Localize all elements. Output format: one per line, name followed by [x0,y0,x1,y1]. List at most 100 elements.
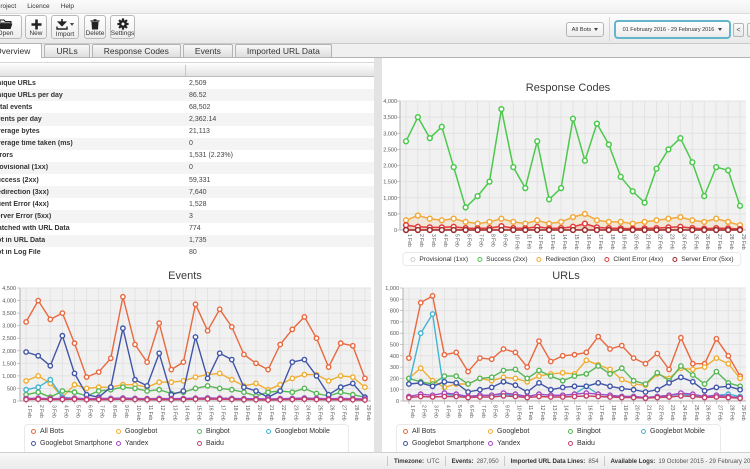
table-row-value: 21,113 [189,128,210,136]
status-divider [603,456,605,466]
table-row[interactable]: Success (2xx) 59,331 [0,174,374,186]
table-row-value: 68,502 [189,103,211,111]
table-row[interactable]: Unique URLs per day 86.52 [0,89,374,102]
legend-item: Googlebot [488,428,529,435]
table-row-value: 80 [189,249,197,257]
legend-item: Googlebot Mobile [266,428,330,435]
legend-label: Googlebot Mobile [650,428,705,435]
legend-label: Googlebot Smartphone [412,440,485,447]
table-row[interactable]: Matched with URL Data 774 [0,223,374,235]
legend-ring-icon [536,256,542,262]
tab-overview[interactable]: Overview [0,43,43,58]
date-next-button[interactable]: > [747,23,750,37]
table-row[interactable]: Average time taken (ms) 0 [0,137,374,150]
delete-button[interactable]: Delete [84,15,106,39]
svg-text:2,500: 2,500 [2,336,16,342]
table-row-value: 1,528 [189,200,207,208]
svg-text:24 Feb: 24 Feb [304,405,310,421]
tab-response-codes[interactable]: Response Codes [91,44,181,57]
new-button[interactable]: New [25,15,47,39]
status-item-value: 287,950 [476,457,499,465]
legend-ring-icon [641,429,646,434]
table-row[interactable]: Redirection (3xx) 7,640 [0,186,374,199]
svg-text:18 Feb: 18 Feb [610,405,616,421]
svg-text:19 Feb: 19 Feb [621,234,627,250]
svg-text:2,000: 2,000 [2,349,16,355]
svg-text:400: 400 [390,354,399,360]
legend-ring-icon [604,256,610,262]
tab-imported-url-data[interactable]: Imported URL Data [234,44,332,57]
legend-label: All Bots [40,428,64,435]
svg-text:10 Feb: 10 Feb [135,405,141,421]
table-row[interactable]: Events per day 2,362.14 [0,113,374,126]
svg-text:24 Feb: 24 Feb [680,234,686,250]
svg-text:15 Feb: 15 Feb [573,234,579,250]
table-row[interactable]: Average bytes 21,113 [0,126,374,138]
status-item-value: UTC [427,457,440,465]
menu-licence[interactable]: Licence [27,2,50,10]
table-row[interactable]: Client Error (4xx) 1,528 [0,198,374,210]
status-items: Timezone: UTC Events: 287,950 Imported URL D… [382,453,750,469]
table-row[interactable]: Errors 1,531 (2.23%) [0,150,374,162]
svg-text:21 Feb: 21 Feb [268,405,274,421]
svg-text:500: 500 [7,386,16,392]
bot-filter-dropdown[interactable]: All Bots [566,22,604,37]
menu-help[interactable]: Help [60,2,75,10]
date-range-dropdown[interactable]: 01 February 2016 - 29 February 2016 [614,20,731,39]
svg-text:25 Feb: 25 Feb [317,405,323,421]
tab-urls[interactable]: URLs [44,44,90,57]
svg-text:2 Feb: 2 Feb [418,234,424,247]
import-button[interactable]: Import [51,15,79,39]
svg-text:14 Feb: 14 Feb [561,234,567,250]
import-button-label: Import [55,31,75,38]
svg-text:0: 0 [13,399,16,405]
legend-label: Googlebot [497,428,530,435]
svg-text:6 Feb: 6 Feb [87,405,93,418]
tab-label: Overview [0,45,31,56]
svg-text:9 Feb: 9 Feb [501,234,507,247]
table-row[interactable]: Provisional (1xx) 0 [0,161,374,174]
gear-icon [116,18,129,30]
svg-text:19 Feb: 19 Feb [622,405,628,421]
table-row-label: Unique URLs per day [0,91,63,99]
legend-item: Client Error (4xx) [604,256,663,263]
svg-text:23 Feb: 23 Feb [668,234,674,250]
table-row[interactable]: Not in Log File 80 [0,247,374,259]
svg-text:28 Feb: 28 Feb [728,234,734,250]
legend-label: Client Error (4xx) [613,255,664,263]
svg-text:5 Feb: 5 Feb [454,234,460,247]
table-row-label: Not in Log File [0,249,41,257]
table-row[interactable]: Unique URLs 2,509 [0,77,374,89]
legend-label: Provisional (1xx) [419,255,469,263]
svg-text:800: 800 [390,309,399,315]
legend-ring-icon [568,429,573,434]
date-prev-button[interactable]: < [733,23,744,37]
legend-item: Server Error (5xx) [672,256,734,263]
svg-text:20 Feb: 20 Feb [633,234,639,250]
legend-ring-icon [116,429,121,434]
svg-text:23 Feb: 23 Feb [292,405,298,421]
svg-text:500: 500 [388,212,397,218]
import-dropdown-arrow-icon[interactable] [70,23,74,26]
svg-text:17 Feb: 17 Feb [598,405,604,421]
svg-text:8 Feb: 8 Feb [489,234,495,247]
svg-text:16 Feb: 16 Feb [208,405,214,421]
bot-filter-arrow-icon [594,28,599,31]
open-button[interactable]: Open [0,15,22,39]
table-row[interactable]: Server Error (5xx) 3 [0,210,374,223]
split-divider[interactable] [374,58,382,452]
tab-events[interactable]: Events [182,44,233,57]
svg-text:29 Feb: 29 Feb [740,405,746,421]
legend-item: Baidu [568,440,595,447]
svg-text:27 Feb: 27 Feb [716,405,722,421]
svg-text:1 Feb: 1 Feb [409,405,415,418]
settings-button[interactable]: Settings [110,15,135,39]
table-row[interactable]: Total events 68,502 [0,101,374,113]
legend-item: Provisional (1xx) [410,256,468,263]
svg-text:16 Feb: 16 Feb [586,405,592,421]
svg-text:8 Feb: 8 Feb [111,405,117,418]
svg-text:3 Feb: 3 Feb [430,234,436,247]
svg-text:4 Feb: 4 Feb [444,405,450,418]
table-row[interactable]: Not in URL Data 1,735 [0,234,374,247]
menu-project[interactable]: Project [0,2,17,10]
